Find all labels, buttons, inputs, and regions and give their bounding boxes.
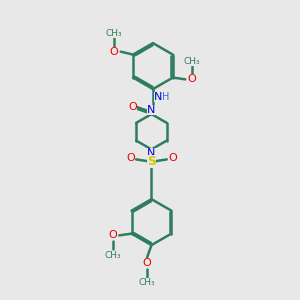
- Text: N: N: [147, 148, 156, 158]
- Text: H: H: [162, 92, 169, 102]
- Text: CH₃: CH₃: [104, 251, 121, 260]
- Text: N: N: [147, 105, 156, 115]
- Text: O: O: [187, 74, 196, 84]
- Text: O: O: [168, 153, 177, 163]
- Text: O: O: [143, 258, 152, 268]
- Text: O: O: [108, 230, 117, 240]
- Text: S: S: [147, 155, 156, 168]
- Text: CH₃: CH₃: [106, 29, 122, 38]
- Text: O: O: [126, 153, 135, 163]
- Text: O: O: [110, 47, 118, 57]
- Text: O: O: [128, 102, 137, 112]
- Text: CH₃: CH₃: [183, 57, 200, 66]
- Text: N: N: [154, 92, 162, 102]
- Text: CH₃: CH₃: [139, 278, 155, 287]
